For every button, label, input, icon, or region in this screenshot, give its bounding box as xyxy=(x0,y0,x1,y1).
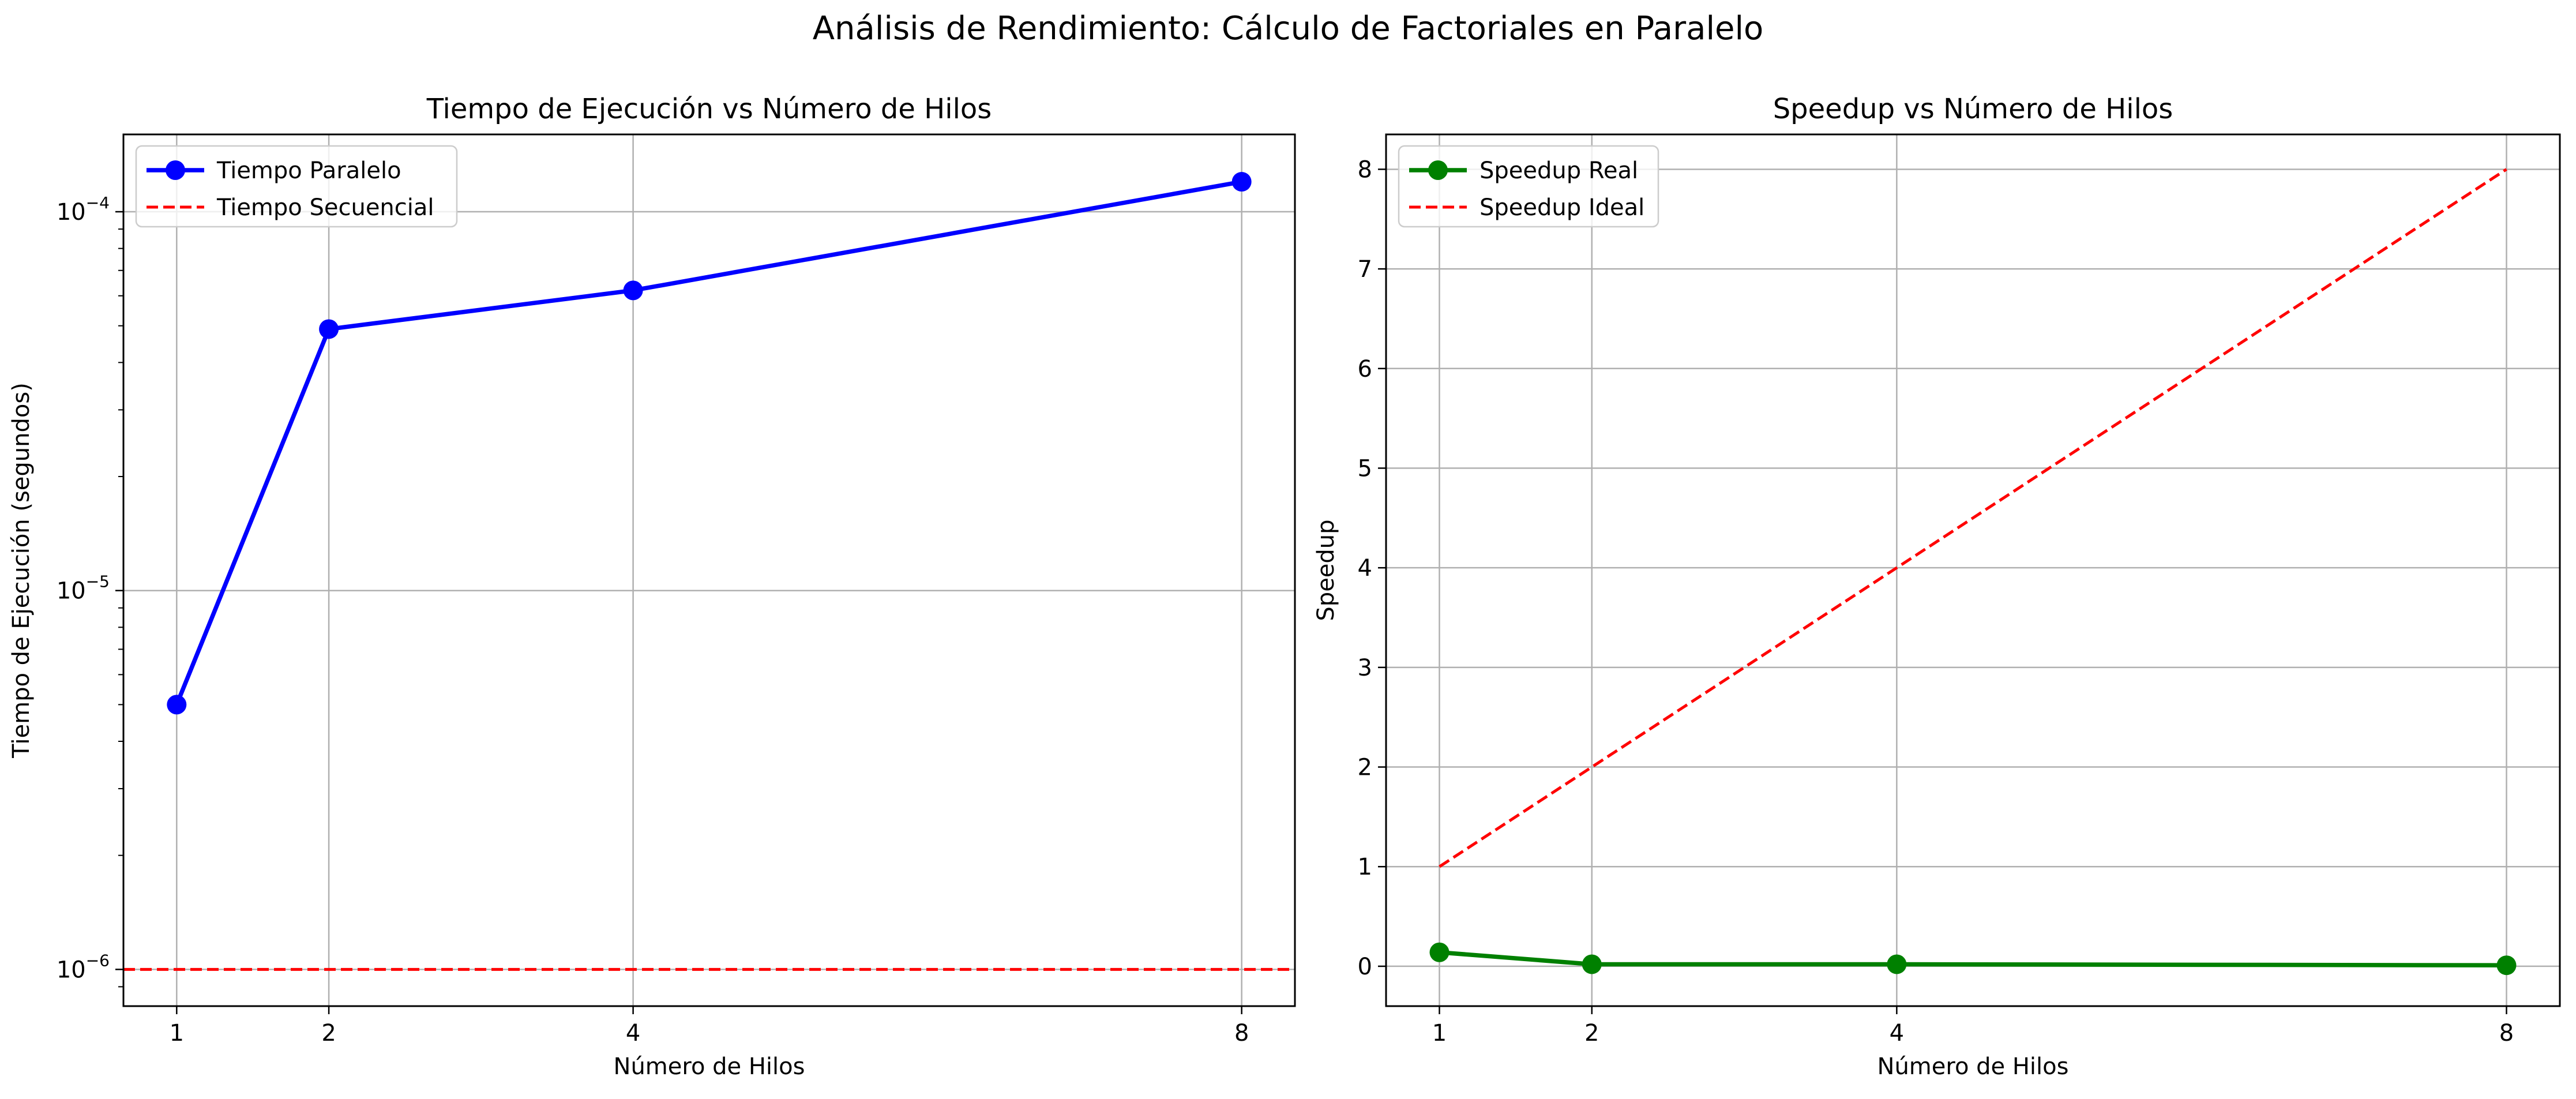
figure-suptitle: Análisis de Rendimiento: Cálculo de Fact… xyxy=(813,10,1764,47)
y-tick-label: 7 xyxy=(1358,256,1372,283)
axes-title: Speedup vs Número de Hilos xyxy=(1773,93,2173,125)
series-line-speedup-ideal xyxy=(1439,168,2507,868)
x-tick-label: 4 xyxy=(1890,1020,1904,1047)
legend-label: Tiempo Paralelo xyxy=(216,157,401,184)
axes-frame xyxy=(122,133,1296,1007)
x-axis-label: Número de Hilos xyxy=(614,1053,805,1080)
data-point-tiempo-paralelo xyxy=(167,695,187,715)
y-tick-label: 1 xyxy=(1358,854,1372,880)
y-tick-label: 4 xyxy=(1358,555,1372,582)
data-point-speedup-real xyxy=(1582,954,1602,974)
y-tick-label: 2 xyxy=(1358,755,1372,781)
legend-label: Tiempo Secuencial xyxy=(216,194,434,221)
x-tick-label: 8 xyxy=(2499,1020,2514,1047)
x-tick-label: 1 xyxy=(170,1020,184,1047)
data-point-speedup-real xyxy=(2496,955,2517,976)
y-tick-label: 0 xyxy=(1358,954,1372,980)
x-tick-label: 2 xyxy=(1584,1020,1599,1047)
data-point-tiempo-paralelo xyxy=(1231,172,1252,192)
axes-frame xyxy=(1385,133,2561,1007)
y-tick-label: 10−5 xyxy=(57,572,110,605)
y-tick-label: 10−6 xyxy=(57,951,110,983)
legend-label: Speedup Ideal xyxy=(1479,194,1644,221)
x-axis-label: Número de Hilos xyxy=(1877,1053,2069,1080)
y-tick-label: 6 xyxy=(1358,356,1372,382)
series-line-tiempo-paralelo xyxy=(174,179,1242,706)
x-tick-label: 1 xyxy=(1432,1020,1447,1047)
data-point-speedup-real xyxy=(1887,954,1907,974)
legend-box xyxy=(135,145,458,228)
data-point-tiempo-paralelo xyxy=(623,280,643,301)
x-tick-label: 4 xyxy=(626,1020,640,1047)
y-tick-label: 3 xyxy=(1358,655,1372,681)
y-tick-label: 8 xyxy=(1358,156,1372,183)
legend-swatch-marker xyxy=(1428,160,1448,180)
data-point-tiempo-paralelo xyxy=(319,319,339,339)
legend-label: Speedup Real xyxy=(1479,157,1638,184)
y-axis-label: Tiempo de Ejecución (segundos) xyxy=(8,382,35,759)
x-tick-label: 8 xyxy=(1234,1020,1249,1047)
series-line-speedup-real xyxy=(1439,950,2507,967)
chart-speedup: 1 2 4 8 0 1 2 3 4 5 6 7 8 Speedup vs Número de Hilos N… xyxy=(1313,93,2561,1080)
y-tick-label: 5 xyxy=(1358,455,1372,482)
legend-swatch-marker xyxy=(166,160,185,180)
y-tick-label: 10−4 xyxy=(57,193,110,226)
axes-title: Tiempo de Ejecución vs Número de Hilos xyxy=(426,93,992,125)
y-axis-label: Speedup xyxy=(1313,519,1339,621)
data-point-speedup-real xyxy=(1429,942,1450,962)
x-tick-label: 2 xyxy=(321,1020,336,1047)
chart-tiempo-ejecucion: 1 2 4 8 10−6 10−5 10−4 Tiempo de Ejecución vs N… xyxy=(8,93,1296,1080)
